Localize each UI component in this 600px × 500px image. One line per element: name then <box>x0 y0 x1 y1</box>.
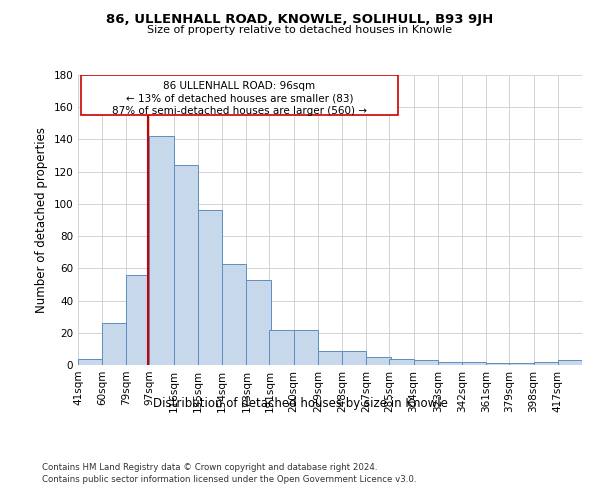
Text: Contains HM Land Registry data © Crown copyright and database right 2024.: Contains HM Land Registry data © Crown c… <box>42 462 377 471</box>
Text: Distribution of detached houses by size in Knowle: Distribution of detached houses by size … <box>152 398 448 410</box>
Bar <box>78 358 102 365</box>
Bar <box>389 358 413 365</box>
Bar <box>247 280 271 365</box>
Bar <box>318 350 342 365</box>
Bar <box>558 360 582 365</box>
Text: 87% of semi-detached houses are larger (560) →: 87% of semi-detached houses are larger (… <box>112 106 367 116</box>
Bar <box>413 360 438 365</box>
Bar <box>198 210 222 365</box>
Bar <box>342 350 367 365</box>
Text: Size of property relative to detached houses in Knowle: Size of property relative to detached ho… <box>148 25 452 35</box>
Bar <box>533 362 558 365</box>
Bar <box>269 330 293 365</box>
Bar <box>173 165 198 365</box>
Text: 86, ULLENHALL ROAD, KNOWLE, SOLIHULL, B93 9JH: 86, ULLENHALL ROAD, KNOWLE, SOLIHULL, B9… <box>106 12 494 26</box>
Bar <box>509 364 533 365</box>
Bar <box>487 364 511 365</box>
Text: 86 ULLENHALL ROAD: 96sqm: 86 ULLENHALL ROAD: 96sqm <box>163 82 316 92</box>
Bar <box>102 323 127 365</box>
Bar <box>462 362 487 365</box>
Text: Contains public sector information licensed under the Open Government Licence v3: Contains public sector information licen… <box>42 475 416 484</box>
Bar <box>293 330 318 365</box>
Y-axis label: Number of detached properties: Number of detached properties <box>35 127 48 313</box>
Bar <box>127 275 151 365</box>
Bar <box>149 136 173 365</box>
Text: ← 13% of detached houses are smaller (83): ← 13% of detached houses are smaller (83… <box>125 94 353 104</box>
FancyBboxPatch shape <box>80 75 398 116</box>
Bar <box>438 362 462 365</box>
Bar <box>367 357 391 365</box>
Bar <box>222 264 247 365</box>
